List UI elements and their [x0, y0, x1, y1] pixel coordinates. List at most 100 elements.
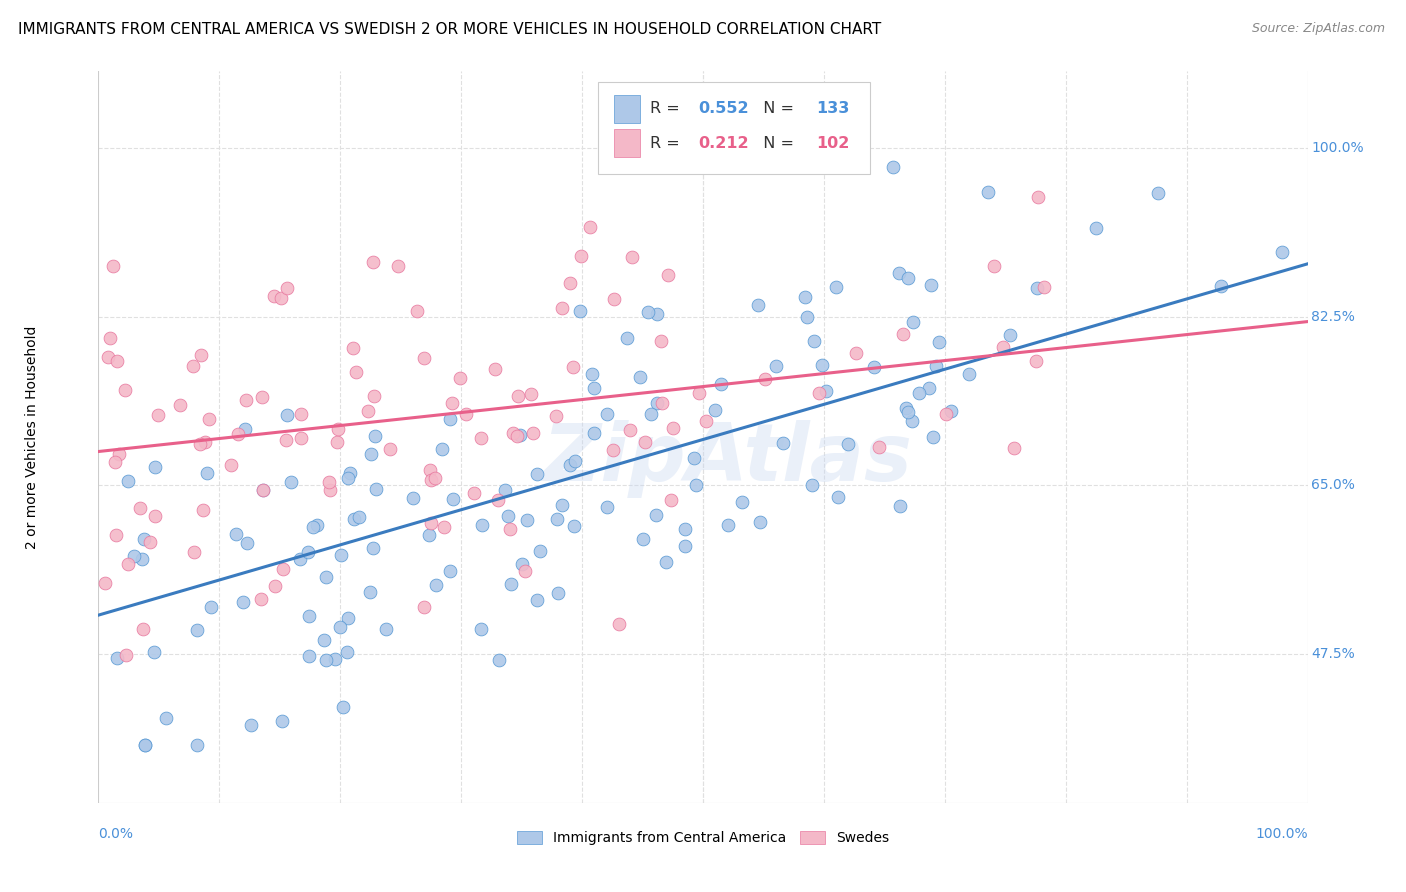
Point	[889, 499, 911, 513]
Point	[297, 608, 319, 623]
Point	[418, 528, 440, 542]
Point	[134, 532, 156, 546]
Text: ZipAtlas: ZipAtlas	[543, 420, 912, 498]
Bar	[613, 95, 640, 122]
Point	[332, 699, 354, 714]
Point	[488, 653, 510, 667]
Point	[695, 414, 717, 428]
Point	[155, 711, 177, 725]
Point	[498, 508, 520, 523]
Point	[387, 260, 409, 274]
Text: 82.5%: 82.5%	[1312, 310, 1355, 324]
Point	[375, 623, 398, 637]
Point	[454, 407, 477, 421]
Point	[114, 384, 136, 398]
Point	[117, 557, 139, 571]
Point	[640, 407, 662, 421]
Text: N =: N =	[752, 101, 799, 116]
Point	[361, 255, 384, 269]
Point	[675, 540, 697, 554]
Point	[991, 340, 1014, 354]
Point	[318, 475, 340, 489]
Point	[115, 648, 138, 663]
Point	[360, 447, 382, 461]
Point	[142, 645, 165, 659]
Point	[657, 268, 679, 282]
Point	[288, 551, 311, 566]
Point	[486, 492, 509, 507]
Point	[232, 595, 254, 609]
Text: 0.212: 0.212	[699, 136, 749, 151]
Point	[607, 616, 630, 631]
Point	[546, 512, 568, 526]
Point	[470, 622, 492, 636]
Point	[925, 359, 948, 373]
Point	[134, 738, 156, 752]
Text: IMMIGRANTS FROM CENTRAL AMERICA VS SWEDISH 2 OR MORE VEHICLES IN HOUSEHOLD CORRE: IMMIGRANTS FROM CENTRAL AMERICA VS SWEDI…	[18, 22, 882, 37]
Text: R =: R =	[650, 136, 685, 151]
Point	[131, 552, 153, 566]
Point	[1147, 186, 1170, 200]
Point	[347, 510, 370, 524]
Point	[647, 396, 669, 410]
Point	[794, 291, 817, 305]
Point	[378, 442, 401, 456]
Point	[703, 403, 725, 417]
Point	[499, 577, 522, 591]
Point	[1209, 278, 1232, 293]
Point	[673, 522, 696, 536]
Point	[837, 437, 859, 451]
Point	[122, 549, 145, 563]
Point	[513, 564, 536, 578]
Point	[526, 593, 548, 607]
Point	[631, 532, 654, 546]
Point	[796, 310, 818, 324]
Point	[98, 331, 121, 345]
Point	[891, 327, 914, 342]
Point	[659, 493, 682, 508]
Point	[747, 298, 769, 312]
Point	[1271, 244, 1294, 259]
Point	[105, 353, 128, 368]
Point	[522, 425, 544, 440]
Point	[271, 562, 294, 576]
Point	[363, 429, 385, 443]
Point	[551, 498, 574, 512]
Point	[96, 350, 118, 364]
Text: 100.0%: 100.0%	[1256, 827, 1308, 841]
Point	[413, 600, 436, 615]
Point	[651, 396, 673, 410]
Point	[506, 389, 529, 403]
Point	[616, 331, 638, 345]
Text: 65.0%: 65.0%	[1312, 478, 1355, 492]
Point	[583, 425, 606, 440]
Point	[510, 557, 533, 571]
Point	[957, 367, 980, 381]
Bar	[613, 129, 640, 157]
Point	[405, 304, 427, 318]
FancyBboxPatch shape	[598, 82, 870, 174]
Point	[921, 430, 943, 444]
Point	[104, 528, 127, 542]
Point	[685, 477, 707, 491]
Point	[420, 473, 443, 487]
Point	[363, 389, 385, 403]
Point	[413, 351, 436, 365]
Point	[441, 395, 464, 409]
Point	[290, 432, 312, 446]
Point	[516, 513, 538, 527]
Point	[419, 463, 441, 477]
Text: 2 or more Vehicles in Household: 2 or more Vehicles in Household	[25, 326, 39, 549]
Point	[897, 271, 920, 285]
Text: Source: ZipAtlas.com: Source: ZipAtlas.com	[1251, 22, 1385, 36]
Point	[502, 425, 524, 440]
Point	[1002, 441, 1025, 455]
Point	[356, 403, 378, 417]
Point	[920, 277, 942, 292]
Point	[361, 541, 384, 555]
Point	[226, 427, 249, 442]
Point	[645, 508, 668, 522]
Text: 102: 102	[817, 136, 851, 151]
Point	[307, 517, 329, 532]
Point	[551, 301, 574, 315]
